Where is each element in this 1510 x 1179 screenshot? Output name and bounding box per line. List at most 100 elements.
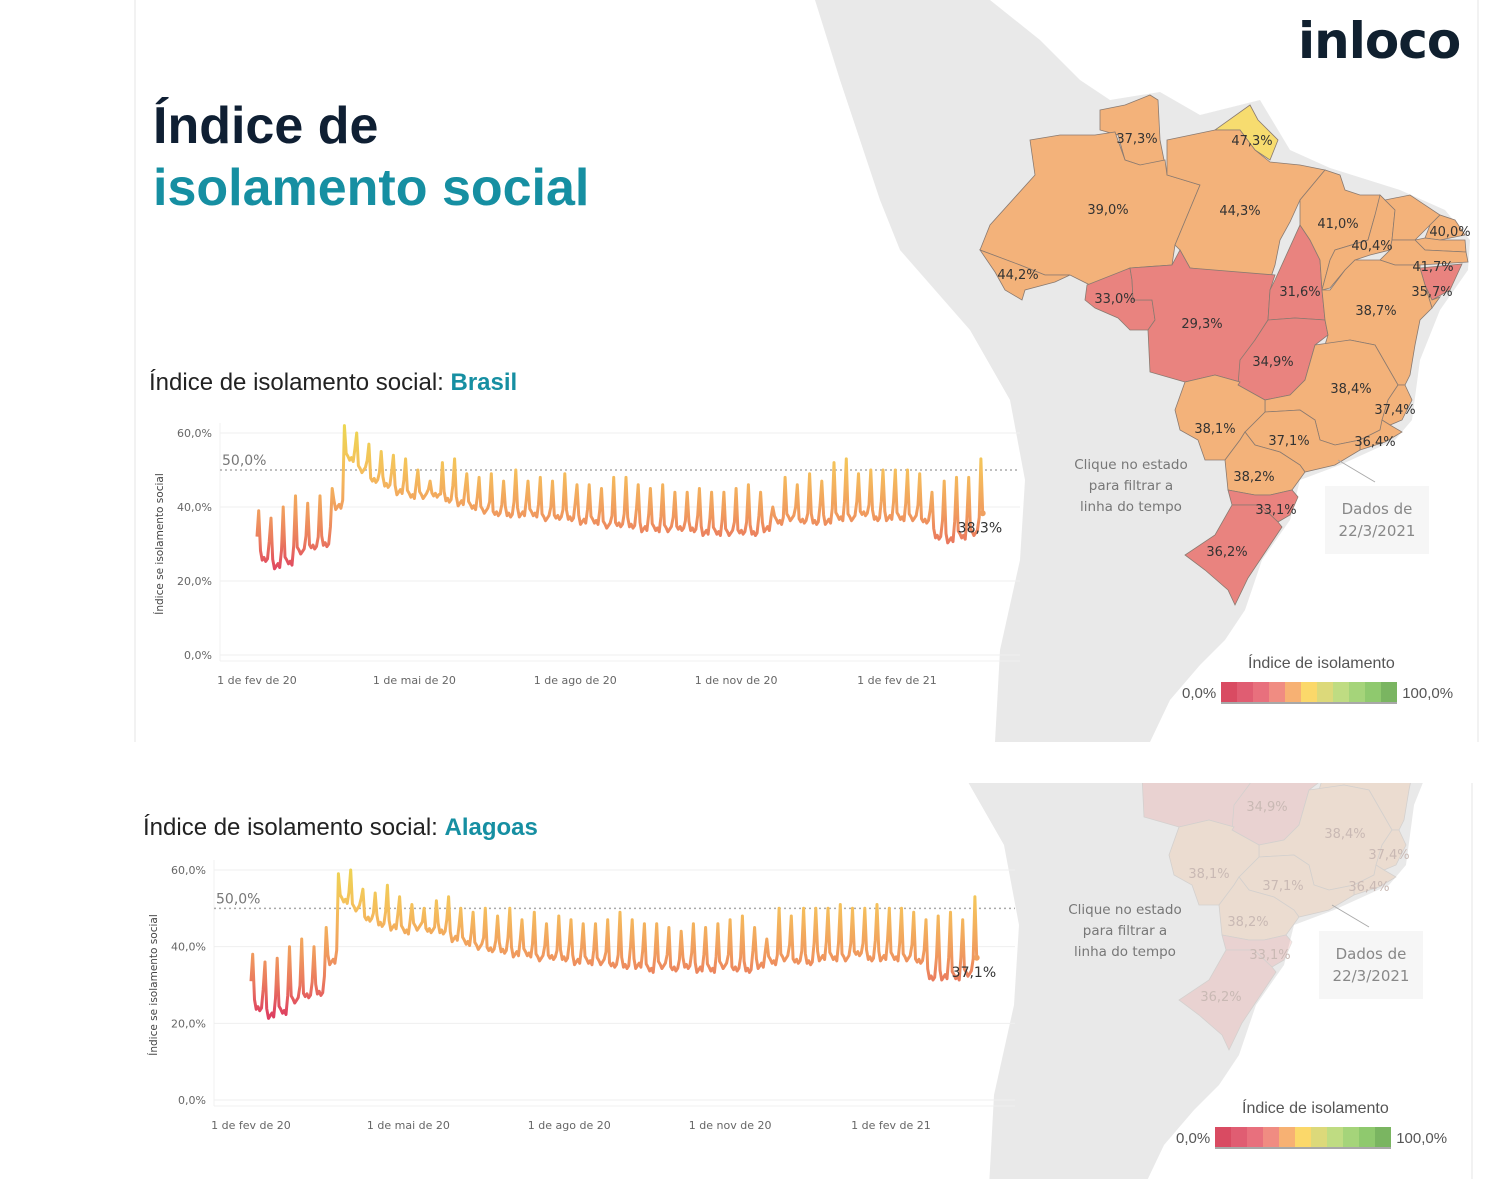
- y-axis-label: Índice se isolamento social: [147, 914, 160, 1056]
- y-tick-label: 60,0%: [171, 864, 206, 877]
- state-ac[interactable]: [978, 249, 1071, 301]
- x-tick-label: 1 de fev de 20: [217, 674, 297, 687]
- data-date-box-top: Dados de 22/3/2021: [1325, 486, 1429, 554]
- state-es[interactable]: [1381, 384, 1413, 426]
- state-pr[interactable]: [1218, 876, 1300, 941]
- callout-line: [1337, 459, 1376, 483]
- state-value-label: 33,1%: [1255, 503, 1296, 518]
- map-hint-bottom: Clique no estado para filtrar a linha do…: [1050, 900, 1200, 963]
- state-rj[interactable]: [1353, 864, 1397, 896]
- x-tick-label: 1 de ago de 20: [534, 674, 617, 687]
- state-value-label: 36,4%: [1354, 435, 1395, 450]
- hint-line: para filtrar a: [1082, 923, 1168, 939]
- chart-title-prefix: Índice de isolamento social:: [149, 369, 451, 396]
- chart-title-alagoas: Índice de isolamento social: Alagoas: [143, 814, 538, 842]
- state-ms[interactable]: [1168, 819, 1260, 906]
- legend-swatch: [1317, 682, 1334, 702]
- data-date-value: 22/3/2021: [1338, 522, 1416, 540]
- y-tick-label: 0,0%: [184, 649, 212, 662]
- y-tick-label: 20,0%: [177, 575, 212, 588]
- legend-max: 100,0%: [1402, 684, 1454, 702]
- hint-line: Clique no estado: [1068, 902, 1182, 918]
- series-line: [249, 868, 979, 1020]
- x-tick-label: 1 de nov de 20: [695, 674, 778, 687]
- legend-swatch: [1237, 682, 1254, 702]
- state-value-label: 37,4%: [1368, 848, 1409, 863]
- state-value-label: 38,4%: [1330, 382, 1371, 397]
- state-rs[interactable]: [1184, 504, 1283, 606]
- state-value-label: 36,2%: [1206, 545, 1247, 560]
- state-ba[interactable]: [1321, 259, 1433, 386]
- x-tick-label: 1 de ago de 20: [528, 1119, 611, 1132]
- state-value-label: 47,3%: [1231, 134, 1272, 149]
- map-hint-top: Clique no estado para filtrar a linha do…: [1056, 455, 1206, 518]
- reference-line-label: 50,0%: [216, 891, 260, 907]
- y-tick-label: 60,0%: [177, 427, 212, 440]
- state-value-label: 40,0%: [1429, 225, 1470, 240]
- continent-land: [968, 783, 1423, 1179]
- hint-line: linha do tempo: [1080, 499, 1182, 515]
- state-es[interactable]: [1375, 829, 1407, 871]
- data-date-label: Dados de: [1335, 945, 1407, 963]
- state-value-label: 33,1%: [1249, 948, 1290, 963]
- state-value-label: 33,0%: [1094, 292, 1135, 307]
- legend-swatch: [1349, 682, 1366, 702]
- x-tick-label: 1 de nov de 20: [689, 1119, 772, 1132]
- series-line: [255, 424, 985, 571]
- page-title-line2: isolamento social: [153, 159, 590, 217]
- legend-min: 0,0%: [1176, 1129, 1211, 1147]
- state-ce[interactable]: [1384, 194, 1441, 241]
- y-tick-label: 0,0%: [178, 1094, 206, 1107]
- reference-line-label: 50,0%: [222, 453, 266, 469]
- last-point-marker: [973, 954, 980, 961]
- legend-swatch: [1285, 682, 1302, 702]
- state-value-label: 38,1%: [1194, 422, 1235, 437]
- state-value-label: 37,1%: [1262, 879, 1303, 894]
- legend-swatch: [1359, 1127, 1376, 1147]
- state-go[interactable]: [1231, 763, 1322, 846]
- hint-line: para filtrar a: [1088, 478, 1174, 494]
- state-mg[interactable]: [1258, 784, 1393, 891]
- state-ba[interactable]: [1316, 705, 1426, 831]
- state-pa[interactable]: [1166, 129, 1326, 281]
- state-pe[interactable]: [1379, 239, 1469, 266]
- legend-swatch: [1269, 682, 1286, 702]
- legend-swatches: [1221, 682, 1398, 704]
- state-value-label: 34,9%: [1252, 355, 1293, 370]
- state-rj[interactable]: [1359, 419, 1403, 451]
- legend-swatch: [1343, 1127, 1360, 1147]
- state-mt[interactable]: [1124, 695, 1269, 828]
- x-tick-label: 1 de fev de 21: [851, 1119, 931, 1132]
- state-value-label: 29,3%: [1181, 317, 1222, 332]
- line-chart-brasil: 0,0% 20,0% 40,0% 60,0% Índice se isolamento …: [153, 423, 1020, 687]
- state-rs[interactable]: [1178, 949, 1277, 1051]
- y-axis-label: Índice se isolamento social: [153, 473, 166, 615]
- legend-swatch: [1381, 682, 1398, 702]
- line-chart-alagoas: 0,0% 20,0% 40,0% 60,0% Índice se isolamento …: [147, 860, 1015, 1132]
- last-value-label: 38,3%: [958, 520, 1002, 536]
- brazil-map: 37,3% 47,3% 39,0% 44,3% 44,2% 33,0% 29,3% 31,6%…: [815, 0, 1471, 742]
- legend-swatch: [1295, 1127, 1312, 1147]
- state-value-label: 36,4%: [1348, 880, 1389, 895]
- chart-title-brasil: Índice de isolamento social: Brasil: [149, 369, 517, 397]
- y-tick-label: 40,0%: [177, 501, 212, 514]
- chart-title-region: Brasil: [450, 369, 518, 396]
- state-sp[interactable]: [1238, 854, 1355, 918]
- x-tick-label: 1 de fev de 21: [857, 674, 937, 687]
- state-value-label: 35,7%: [1411, 285, 1452, 300]
- state-value-label: 38,2%: [1233, 470, 1274, 485]
- state-value-label: 31,6%: [1279, 285, 1320, 300]
- state-sc[interactable]: [1221, 934, 1293, 968]
- color-legend-top: Índice de isolamento 0,0% 100,0%: [1182, 655, 1453, 704]
- callout-line: [1331, 904, 1370, 928]
- state-value-label: 38,4%: [1324, 827, 1365, 842]
- legend-max: 100,0%: [1396, 1129, 1448, 1147]
- legend-swatches: [1215, 1127, 1392, 1149]
- page-title-line1: Índice de: [153, 97, 379, 155]
- y-tick-label: 40,0%: [171, 941, 206, 954]
- hint-line: Clique no estado: [1074, 457, 1188, 473]
- legend-swatch: [1365, 682, 1382, 702]
- color-legend-bottom: Índice de isolamento 0,0% 100,0%: [1176, 1100, 1447, 1149]
